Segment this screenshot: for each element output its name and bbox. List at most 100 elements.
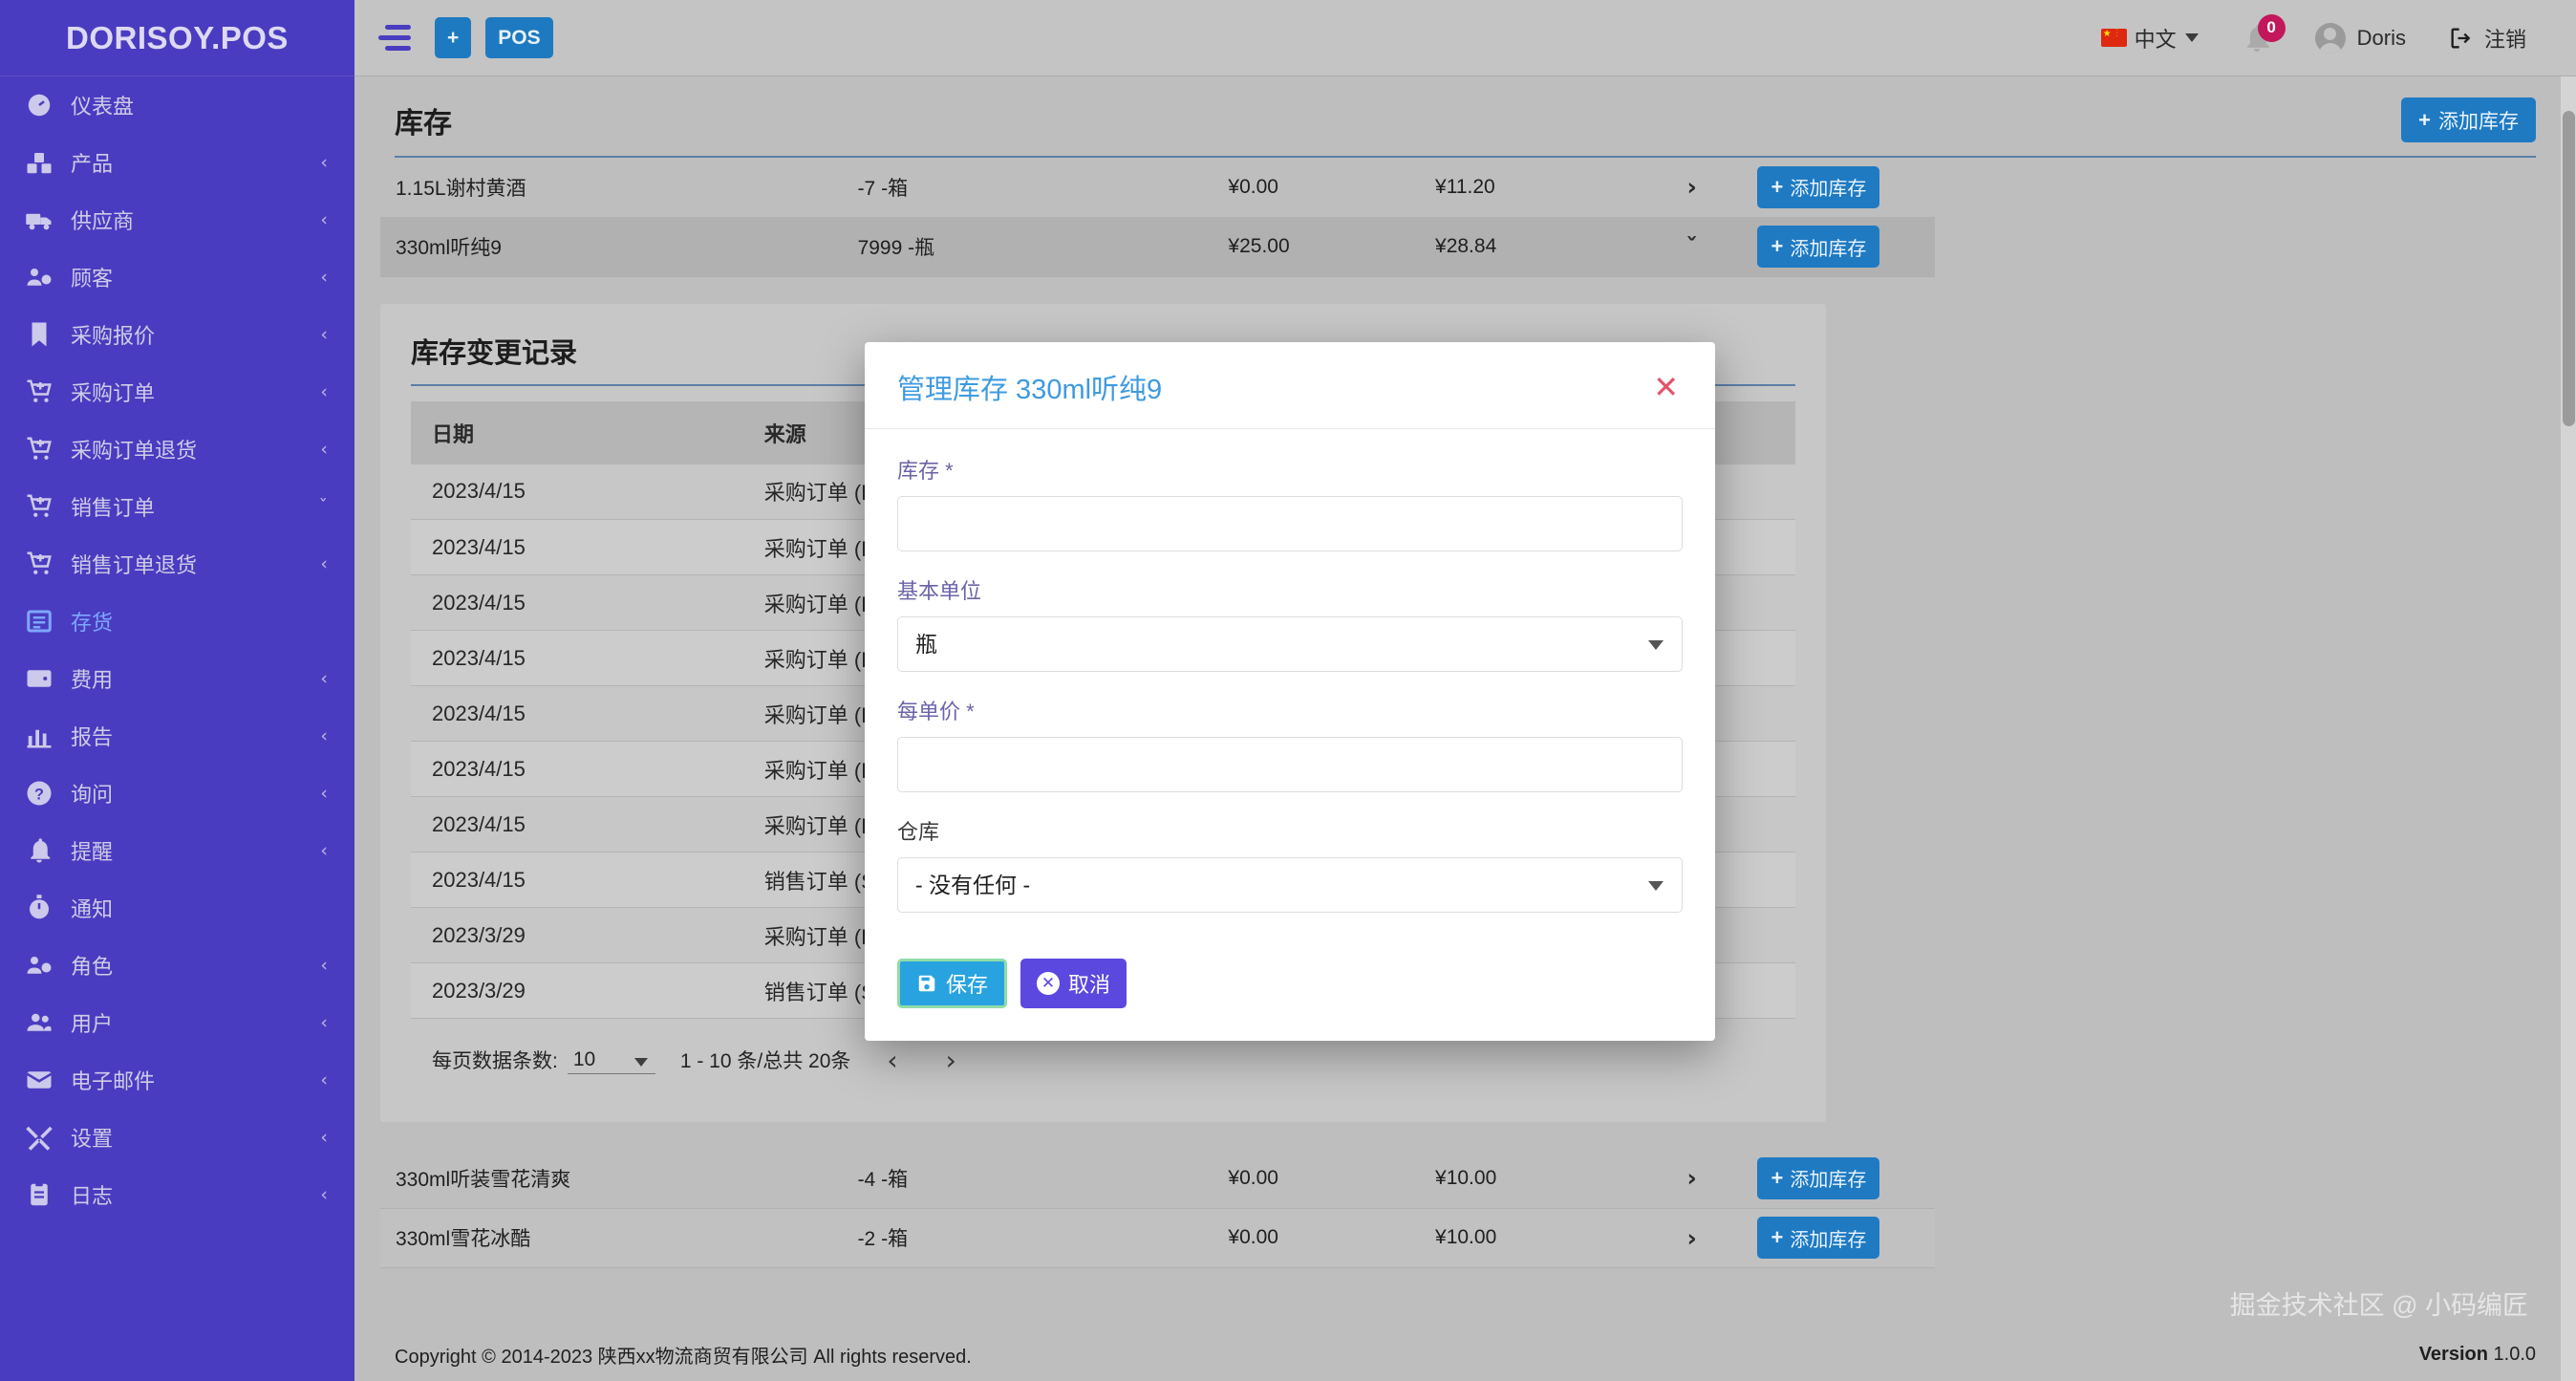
table-row[interactable]: 330ml听纯9 7999 -瓶 ¥25.00 ¥28.84 ˇ + 添加库存 [380,217,1935,277]
expand-row-icon[interactable]: ˇ [1641,217,1743,277]
stock-label: 库存 * [897,459,954,483]
log-date: 2023/4/15 [411,852,743,908]
sidebar-item-12[interactable]: ? 询问 ‹ [0,765,354,822]
required-marker: * [966,700,975,723]
cart-plus-icon [21,550,57,578]
chevron-icon: ‹ [320,1011,328,1033]
column-header: 日期 [411,400,743,464]
sidebar-item-13[interactable]: 提醒 ‹ [0,822,354,879]
hamburger-icon[interactable] [378,22,420,54]
notifications-button[interactable]: 0 [2220,0,2294,76]
language-switcher[interactable]: 中文 [2080,0,2220,76]
page-scrollbar[interactable] [2561,76,2576,1381]
per-page-group: 每页数据条数: 102550100 [432,1046,655,1074]
bar-chart-icon [21,722,57,750]
chevron-icon: ‹ [320,266,328,288]
per-page-select[interactable]: 102550100 [567,1046,655,1074]
log-date: 2023/4/15 [411,630,743,686]
log-date: 2023/4/15 [411,574,743,631]
boxes-icon [21,148,57,177]
price-input[interactable] [897,737,1683,792]
sidebar-item-15[interactable]: 角色 ‹ [0,937,354,994]
field-unit: 基本单位 瓶箱 [897,574,1683,672]
pos-button[interactable]: POS [485,17,553,58]
stock-input[interactable] [897,496,1683,551]
chevron-icon: ‹ [320,782,328,804]
scrollbar-thumb[interactable] [2563,111,2575,426]
sidebar: DORISOY.POS 仪表盘 产品 ‹ 供应商 ‹ 顾客 ‹ 采购报价 ‹ 采购订单 ‹ 采购订单退… [0,0,354,1381]
manage-stock-modal: 管理库存 330ml听纯9 ✕ 库存 * 基本单位 瓶箱 每单价 * 仓库 [865,342,1715,1041]
inventory-icon [21,607,57,636]
close-icon[interactable]: ✕ [1649,372,1683,402]
sidebar-item-4[interactable]: 采购报价 ‹ [0,306,354,363]
sidebar-item-9[interactable]: 存货 [0,593,354,650]
expand-row-icon[interactable]: › [1641,1149,1743,1209]
plus-icon: + [1771,1165,1784,1190]
floppy-icon [916,973,937,994]
sidebar-item-0[interactable]: 仪表盘 [0,76,354,134]
chevron-down-icon [2184,33,2199,42]
unit-select[interactable]: 瓶箱 [897,616,1683,672]
expand-row-icon[interactable]: › [1641,158,1743,218]
add-stock-button[interactable]: + 添加库存 [2401,97,2536,142]
sidebar-item-label: 顾客 [71,267,114,291]
table-row[interactable]: 330ml听装雪花清爽 -4 -箱 ¥0.00 ¥10.00 › + 添加库存 [380,1149,1935,1209]
sidebar-item-label: 采购订单退货 [71,439,198,463]
product-name: 330ml听装雪花清爽 [380,1149,843,1209]
sidebar-item-17[interactable]: 电子邮件 ‹ [0,1051,354,1109]
sidebar-item-5[interactable]: 采购订单 ‹ [0,363,354,421]
log-date: 2023/3/29 [411,907,743,963]
add-stock-row-button[interactable]: + 添加库存 [1757,1217,1880,1259]
log-date: 2023/4/15 [411,464,743,520]
sidebar-item-18[interactable]: 设置 ‹ [0,1109,354,1166]
avatar [2314,22,2346,54]
price-label: 每单价 * [897,700,975,723]
sidebar-item-label: 供应商 [71,209,135,233]
sidebar-item-8[interactable]: 销售订单退货 ‹ [0,535,354,593]
field-warehouse: 仓库 - 没有任何 - [897,815,1683,913]
add-stock-row-button[interactable]: + 添加库存 [1757,165,1880,208]
clipboard-icon [21,1180,57,1209]
header-right-group: 中文 0 Doris 注销 [2080,0,2576,76]
expand-row-icon[interactable]: › [1641,1208,1743,1268]
sidebar-item-label: 日志 [71,1184,114,1208]
sidebar-item-7[interactable]: 销售订单 ˇ [0,478,354,535]
cancel-label: 取消 [1068,973,1111,997]
product-name: 330ml雪花冰酷 [380,1208,843,1268]
product-qty: -7 -箱 [842,158,1213,218]
prev-page-icon[interactable]: ‹ [875,1045,909,1076]
logout-button[interactable]: 注销 [2427,0,2547,76]
log-date: 2023/4/15 [411,519,743,575]
next-page-icon[interactable]: › [934,1045,968,1076]
sidebar-item-16[interactable]: 用户 ‹ [0,994,354,1051]
sidebar-item-1[interactable]: 产品 ‹ [0,134,354,191]
product-price-1: ¥0.00 [1213,1208,1421,1268]
logout-label: 注销 [2483,27,2526,52]
cancel-button[interactable]: ✕ 取消 [1020,959,1127,1008]
add-button[interactable]: + [435,17,472,58]
svg-text:?: ? [34,786,44,803]
chevron-icon: ‹ [320,151,328,173]
chevron-icon: ‹ [320,667,328,689]
sidebar-nav: 仪表盘 产品 ‹ 供应商 ‹ 顾客 ‹ 采购报价 ‹ 采购订单 ‹ 采购订单退货 ‹ 销售订单 ˇ 销售订单退… [0,76,354,1223]
sidebar-item-11[interactable]: 报告 ‹ [0,707,354,765]
sidebar-item-19[interactable]: 日志 ‹ [0,1166,354,1223]
add-stock-row-label: 添加库存 [1790,1170,1867,1192]
sidebar-item-6[interactable]: 采购订单退货 ‹ [0,421,354,478]
sidebar-item-3[interactable]: 顾客 ‹ [0,248,354,306]
sidebar-item-2[interactable]: 供应商 ‹ [0,191,354,248]
add-stock-row-button[interactable]: + 添加库存 [1757,226,1880,268]
table-row[interactable]: 1.15L谢村黄酒 -7 -箱 ¥0.00 ¥11.20 › + 添加库存 [380,158,1935,218]
log-date: 2023/4/15 [411,685,743,742]
product-price-1: ¥0.00 [1213,1149,1421,1209]
table-row[interactable]: 330ml雪花冰酷 -2 -箱 ¥0.00 ¥10.00 › + 添加库存 [380,1208,1935,1268]
user-menu[interactable]: Doris [2294,0,2427,76]
sidebar-item-14[interactable]: 通知 [0,879,354,937]
warehouse-select[interactable]: - 没有任何 - [897,857,1683,913]
add-stock-label: 添加库存 [2438,110,2519,133]
save-button[interactable]: 保存 [897,959,1008,1008]
add-stock-row-button[interactable]: + 添加库存 [1757,1156,1880,1199]
sidebar-item-label: 设置 [71,1127,114,1151]
sidebar-item-10[interactable]: 费用 ‹ [0,650,354,707]
chevron-icon: ‹ [320,1126,328,1148]
